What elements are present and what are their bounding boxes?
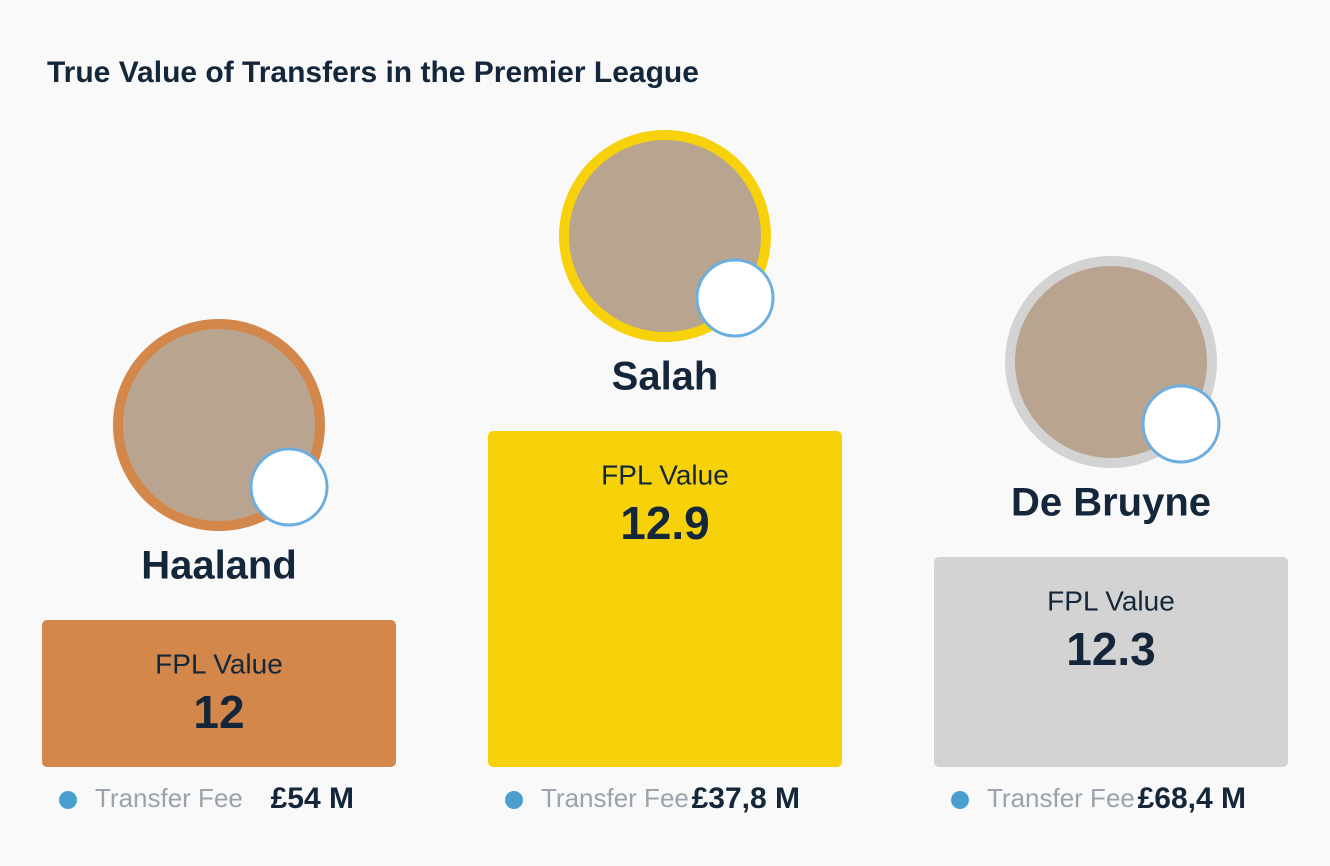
- fee-caption: Transfer Fee: [95, 783, 243, 813]
- bar: [488, 431, 842, 767]
- club-badge: [695, 258, 775, 338]
- fee-value: £37,8 M: [692, 782, 800, 815]
- value-caption: FPL Value: [155, 648, 283, 679]
- player-name: De Bruyne: [1011, 481, 1211, 525]
- bar: [934, 557, 1288, 767]
- club-badge: [1141, 384, 1221, 464]
- fee-caption: Transfer Fee: [541, 783, 689, 813]
- fee-dot: [505, 791, 523, 809]
- fee-dot: [59, 791, 77, 809]
- value-label: 12.9: [620, 497, 710, 549]
- bar: [42, 620, 396, 767]
- player-name: Salah: [612, 355, 719, 399]
- fee-value: £68,4 M: [1138, 782, 1246, 815]
- chart-title: True Value of Transfers in the Premier L…: [47, 56, 699, 89]
- value-caption: FPL Value: [1047, 585, 1175, 616]
- fee-value: £54 M: [271, 782, 354, 815]
- club-badge: [249, 447, 329, 527]
- fee-dot: [951, 791, 969, 809]
- value-label: 12.3: [1066, 623, 1156, 675]
- value-caption: FPL Value: [601, 459, 729, 490]
- value-label: 12: [193, 686, 244, 738]
- player-name: Haaland: [141, 544, 297, 588]
- fee-caption: Transfer Fee: [987, 783, 1135, 813]
